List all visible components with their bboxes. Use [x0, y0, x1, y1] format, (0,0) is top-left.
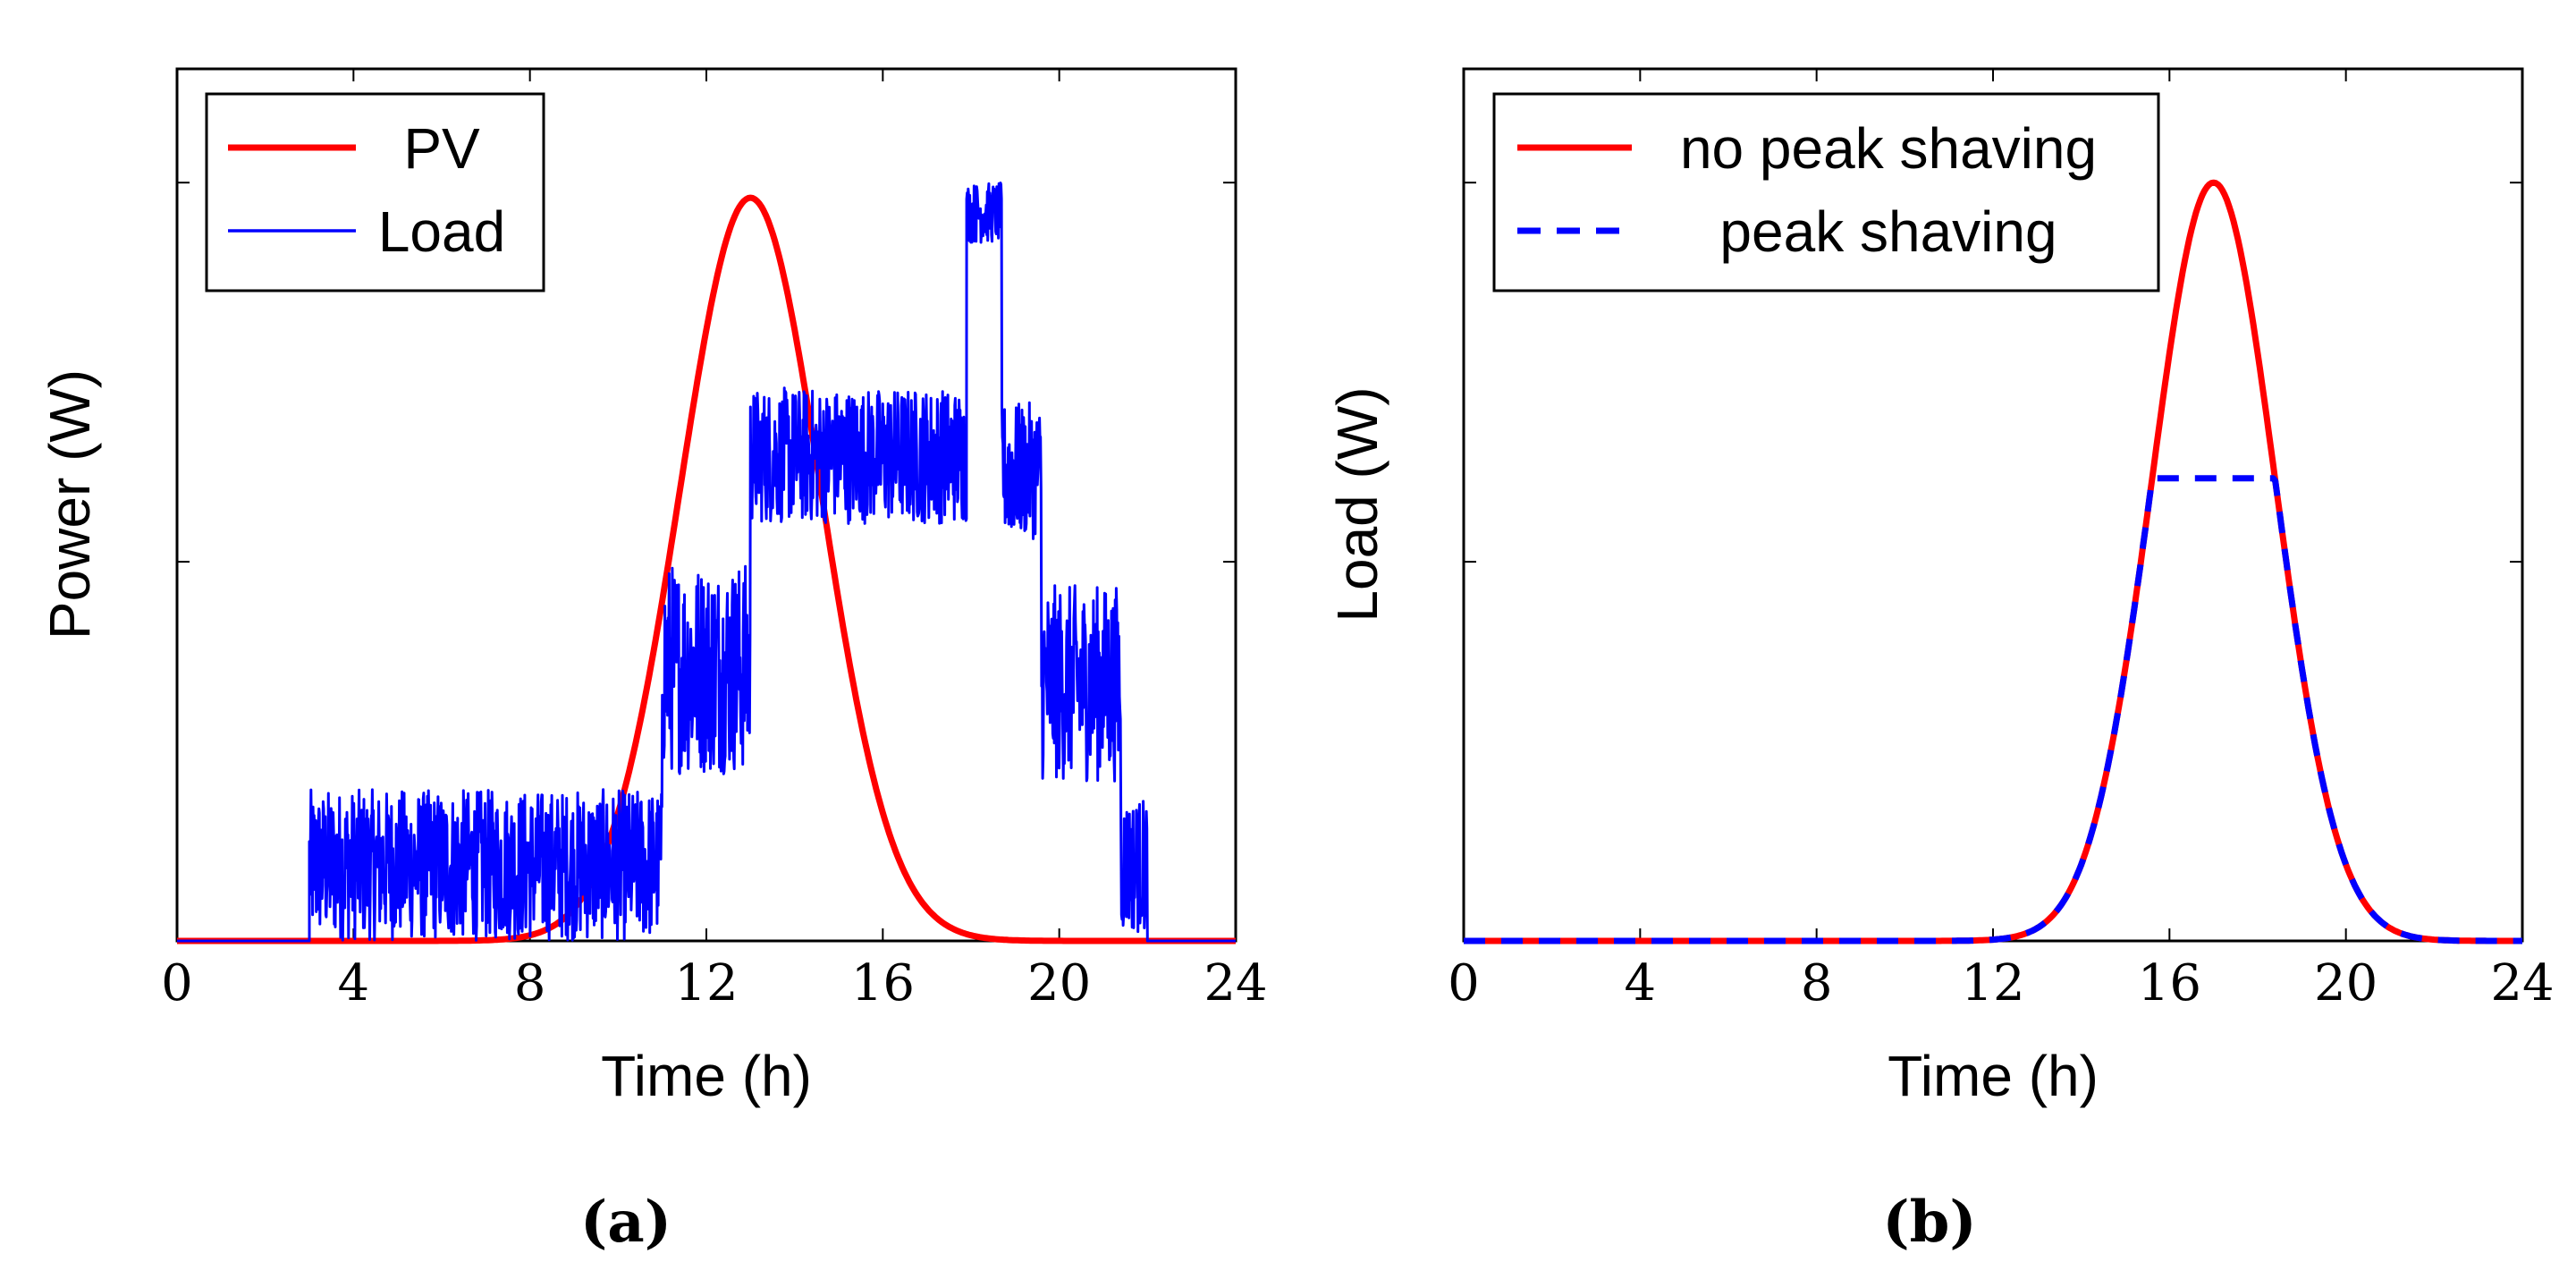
panel-b-ticks: [1463, 69, 2523, 941]
panel-b-x-tick-label: 12: [1961, 954, 2024, 1012]
panel-a-x-tick-label: 0: [161, 954, 193, 1012]
panel-b-x-tick-label: 24: [2490, 954, 2554, 1012]
panel-a: 0 4 8 12 16 20 24 Time (h) Power (W) (a) PV Lo…: [38, 67, 1268, 1256]
panel-b-x-tick-label: 20: [2314, 954, 2378, 1012]
panel-a-y-axis-label: Power (W): [38, 369, 102, 640]
panel-b-x-tick-label: 16: [2138, 954, 2201, 1012]
panel-a-x-tick-labels: 0 4 8 12 16 20 24: [161, 954, 1267, 1012]
panel-a-legend-box: [205, 92, 545, 292]
panel-a-caption: (a): [580, 1189, 671, 1256]
panel-a-x-tick-label: 20: [1027, 954, 1091, 1012]
panel-b-legend: no peak shaving peak shaving: [1492, 92, 2160, 292]
panel-a-x-tick-label: 8: [514, 954, 546, 1012]
panel-b-series-peak-shaving: [1463, 475, 2523, 944]
panel-a-series: [176, 182, 1237, 944]
panel-a-series-pv: [176, 194, 1237, 944]
panel-b-x-tick-label: 4: [1625, 954, 1657, 1012]
panel-a-series-load: [177, 182, 1236, 943]
panel-a-x-axis-label: Time (h): [601, 1044, 812, 1108]
panel-b-legend-box: [1492, 92, 2160, 292]
legend-pv-label: PV: [403, 116, 480, 181]
legend-peak-shaving-label: peak shaving: [1719, 199, 2057, 264]
panel-b-x-tick-label: 0: [1448, 954, 1480, 1012]
legend-load-label: Load: [378, 199, 505, 264]
panel-b-x-tick-labels: 0 4 8 12 16 20 24: [1448, 954, 2554, 1012]
panel-a-x-tick-label: 16: [851, 954, 915, 1012]
legend-no-peak-shaving-label: no peak shaving: [1680, 116, 2097, 181]
panel-b-series-no-peak-shaving: [1463, 179, 2523, 944]
panel-a-x-tick-label: 12: [674, 954, 738, 1012]
panel-b-y-axis-label: Load (W): [1325, 386, 1389, 622]
panel-b: 0 4 8 12 16 20 24 Time (h) Load (W) (b) no pea…: [1325, 67, 2555, 1256]
panel-a-x-tick-label: 24: [1204, 954, 1267, 1012]
panel-b-series: [1463, 179, 2523, 944]
panel-b-x-axis-label: Time (h): [1888, 1044, 2099, 1108]
panel-b-x-tick-label: 8: [1801, 954, 1833, 1012]
panel-b-caption: (b): [1882, 1189, 1976, 1256]
panel-a-x-tick-label: 4: [338, 954, 370, 1012]
panel-a-legend: PV Load: [205, 92, 545, 292]
